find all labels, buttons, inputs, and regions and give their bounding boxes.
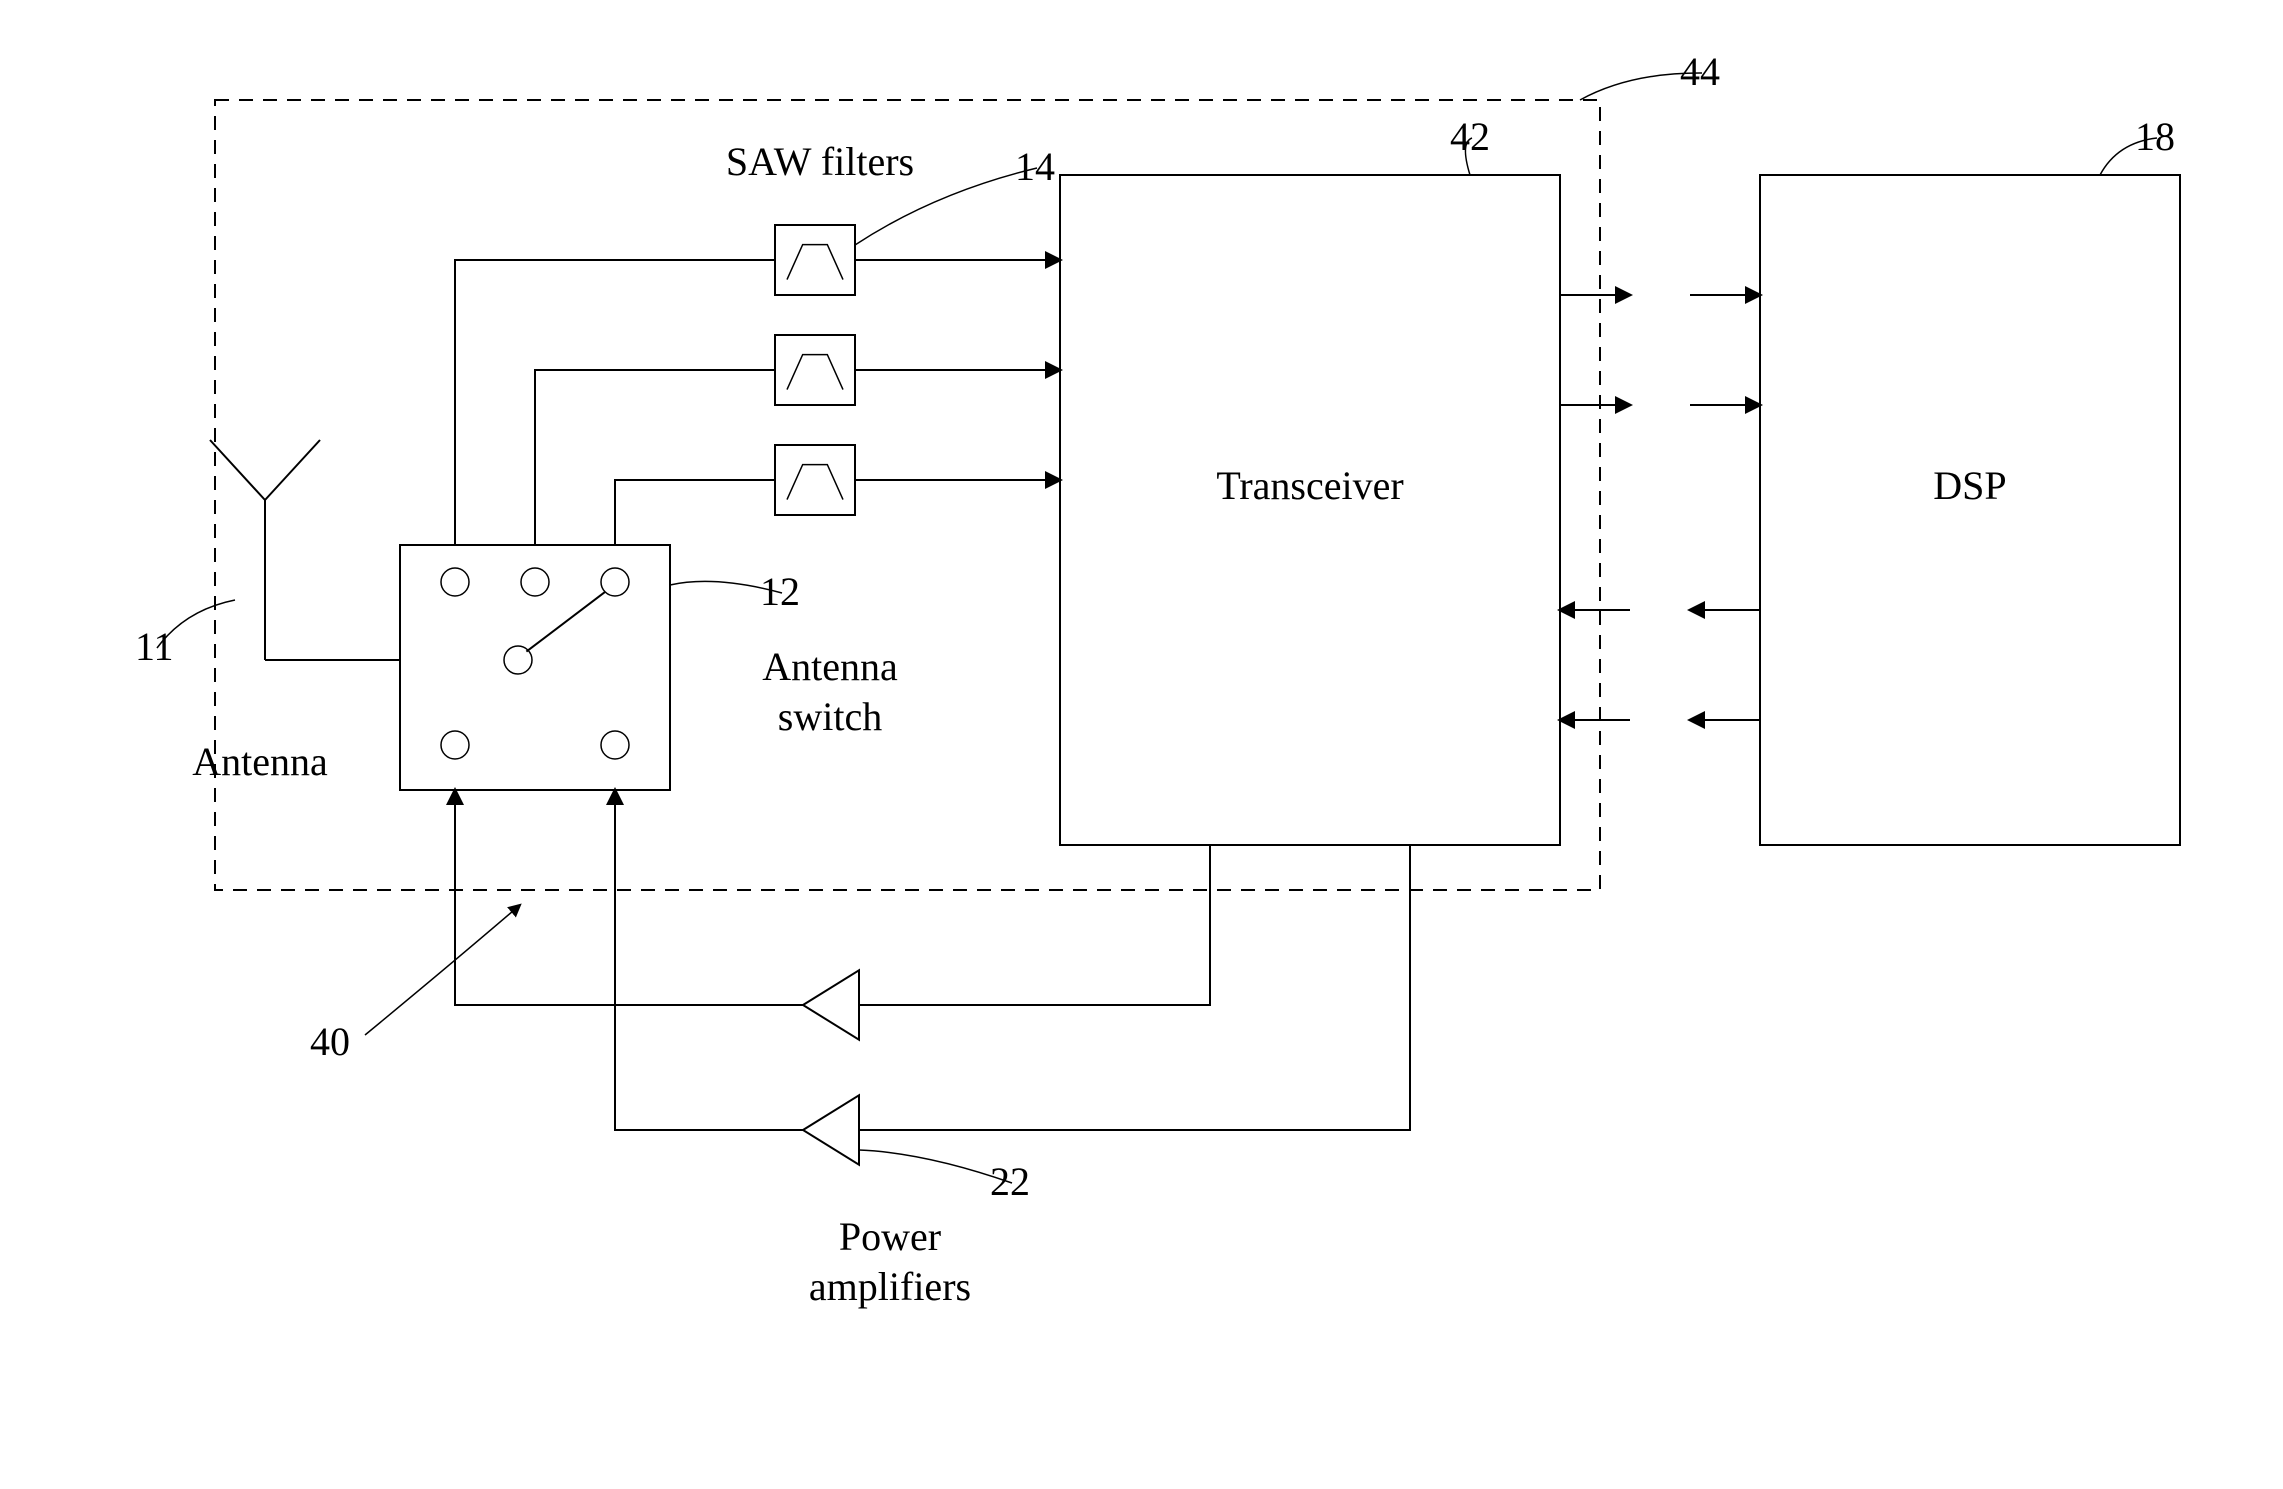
svg-text:Antenna: Antenna: [762, 644, 898, 689]
svg-text:11: 11: [135, 624, 174, 669]
svg-text:amplifiers: amplifiers: [809, 1264, 971, 1309]
svg-text:12: 12: [760, 569, 800, 614]
svg-text:Power: Power: [839, 1214, 941, 1259]
transceiver-block: [1060, 175, 1560, 845]
dsp-block: [1760, 175, 2180, 845]
svg-text:22: 22: [990, 1159, 1030, 1204]
antenna-icon: [210, 440, 320, 660]
transceiver-dsp-bus: [1560, 295, 1760, 720]
svg-text:switch: switch: [778, 694, 882, 739]
svg-text:44: 44: [1680, 49, 1720, 94]
svg-text:14: 14: [1015, 144, 1055, 189]
svg-text:Antenna: Antenna: [192, 739, 328, 784]
svg-text:42: 42: [1450, 114, 1490, 159]
saw-filters-group: [775, 225, 855, 515]
svg-text:DSP: DSP: [1933, 463, 2006, 508]
svg-text:18: 18: [2135, 114, 2175, 159]
svg-text:SAW filters: SAW filters: [726, 139, 914, 184]
svg-text:40: 40: [310, 1019, 350, 1064]
svg-text:Transceiver: Transceiver: [1216, 463, 1403, 508]
power-amplifiers: [803, 970, 859, 1164]
